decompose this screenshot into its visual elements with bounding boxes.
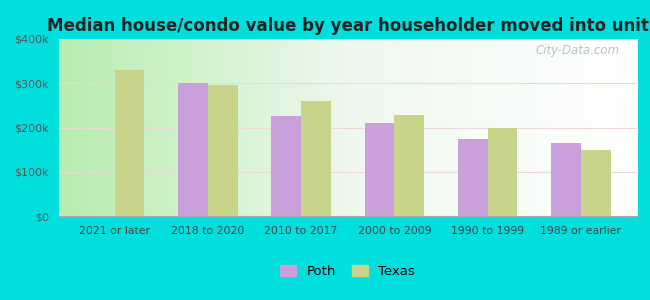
Bar [271,116,301,216]
Bar [551,143,581,216]
Bar [395,115,424,216]
Bar [581,150,611,216]
Bar [114,70,144,216]
Bar [488,128,517,216]
Bar [458,139,488,216]
Title: Median house/condo value by year householder moved into unit: Median house/condo value by year househo… [47,17,649,35]
Bar [178,83,208,216]
Bar [301,101,331,216]
Legend: Poth, Texas: Poth, Texas [275,260,421,284]
Text: City-Data.com: City-Data.com [536,44,619,57]
Bar [365,123,395,216]
Bar [208,85,238,216]
